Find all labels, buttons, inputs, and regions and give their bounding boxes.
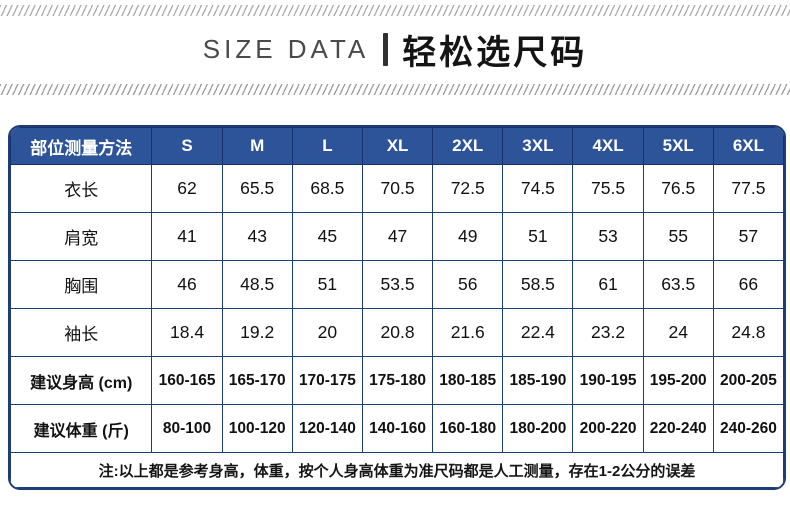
cell-value: 175-180 xyxy=(361,356,434,405)
cell-value: 65.5 xyxy=(221,164,293,213)
page-title: SIZE DATA 轻松选尺码 xyxy=(0,26,790,72)
cell-value: 47 xyxy=(361,212,434,261)
cell-value: 55 xyxy=(642,212,714,261)
cell-value: 49 xyxy=(432,212,504,261)
cell-value: 57 xyxy=(712,212,784,261)
cell-value: 140-160 xyxy=(361,404,434,453)
cell-value: 51 xyxy=(291,260,363,309)
header-cell-size-2xl: 2XL xyxy=(432,127,504,165)
table-note: 注:以上都是参考身高，体重，按个人身高体重为准尺码都是人工测量，存在1-2公分的… xyxy=(10,452,784,488)
cell-value: 66 xyxy=(712,260,784,309)
cell-value: 200-205 xyxy=(712,356,784,405)
cell-value: 24 xyxy=(642,308,714,357)
cell-value: 23.2 xyxy=(572,308,644,357)
header-cell-size-5xl: 5XL xyxy=(642,127,714,165)
cell-value: 68.5 xyxy=(291,164,363,213)
header-cell-size-4xl: 4XL xyxy=(572,127,644,165)
cell-value: 165-170 xyxy=(221,356,293,405)
cell-value: 18.4 xyxy=(151,308,223,357)
row-label: 建议体重 (斤) xyxy=(10,404,153,453)
row-label: 建议身高 (cm) xyxy=(10,356,153,405)
cell-value: 63.5 xyxy=(642,260,714,309)
header-cell-measure-method: 部位测量方法 xyxy=(10,127,153,165)
cell-value: 170-175 xyxy=(291,356,363,405)
cell-value: 200-220 xyxy=(572,404,644,453)
cell-value: 77.5 xyxy=(712,164,784,213)
cell-value: 53.5 xyxy=(361,260,434,309)
row-label: 衣长 xyxy=(10,164,153,213)
cell-value: 24.8 xyxy=(712,308,784,357)
cell-value: 53 xyxy=(572,212,644,261)
size-table-grid: 部位测量方法 S M L XL 2XL 3XL 4XL 5XL 6XL 衣长 6… xyxy=(10,127,784,488)
cell-value: 180-200 xyxy=(502,404,574,453)
cell-value: 100-120 xyxy=(221,404,293,453)
row-label: 肩宽 xyxy=(10,212,153,261)
header-cell-size-s: S xyxy=(151,127,223,165)
table-row-chest: 胸围 46 48.5 51 53.5 56 58.5 61 63.5 66 xyxy=(10,260,784,309)
cell-value: 80-100 xyxy=(151,404,223,453)
cell-value: 74.5 xyxy=(502,164,574,213)
title-english: SIZE DATA xyxy=(202,33,370,64)
table-row-suggested-weight: 建议体重 (斤) 80-100 100-120 120-140 140-160 … xyxy=(10,404,784,453)
header-cell-size-m: M xyxy=(221,127,293,165)
cell-value: 76.5 xyxy=(642,164,714,213)
slash-decoration-below-title xyxy=(0,84,790,95)
row-label: 袖长 xyxy=(10,308,153,357)
cell-value: 20 xyxy=(291,308,363,357)
cell-value: 185-190 xyxy=(502,356,574,405)
cell-value: 56 xyxy=(432,260,504,309)
cell-value: 120-140 xyxy=(291,404,363,453)
title-chinese: 轻松选尺码 xyxy=(402,33,588,72)
slash-decoration-top xyxy=(0,5,790,16)
cell-value: 160-180 xyxy=(432,404,504,453)
cell-value: 21.6 xyxy=(432,308,504,357)
cell-value: 180-185 xyxy=(432,356,504,405)
cell-value: 45 xyxy=(291,212,363,261)
cell-value: 22.4 xyxy=(502,308,574,357)
table-row-shoulder-width: 肩宽 41 43 45 47 49 51 53 55 57 xyxy=(10,212,784,261)
table-row-suggested-height: 建议身高 (cm) 160-165 165-170 170-175 175-18… xyxy=(10,356,784,405)
cell-value: 43 xyxy=(221,212,293,261)
cell-value: 72.5 xyxy=(432,164,504,213)
cell-value: 70.5 xyxy=(361,164,434,213)
cell-value: 195-200 xyxy=(642,356,714,405)
title-divider-bar xyxy=(383,32,389,66)
cell-value: 62 xyxy=(151,164,223,213)
cell-value: 48.5 xyxy=(221,260,293,309)
cell-value: 220-240 xyxy=(642,404,714,453)
header-cell-size-3xl: 3XL xyxy=(502,127,574,165)
cell-value: 46 xyxy=(151,260,223,309)
cell-value: 61 xyxy=(572,260,644,309)
cell-value: 190-195 xyxy=(572,356,644,405)
cell-value: 58.5 xyxy=(502,260,574,309)
cell-value: 41 xyxy=(151,212,223,261)
cell-value: 20.8 xyxy=(361,308,434,357)
cell-value: 160-165 xyxy=(151,356,223,405)
row-label: 胸围 xyxy=(10,260,153,309)
header-cell-size-l: L xyxy=(291,127,363,165)
cell-value: 19.2 xyxy=(221,308,293,357)
cell-value: 51 xyxy=(502,212,574,261)
header-cell-size-6xl: 6XL xyxy=(712,127,784,165)
table-header-row: 部位测量方法 S M L XL 2XL 3XL 4XL 5XL 6XL xyxy=(10,127,784,165)
cell-value: 75.5 xyxy=(572,164,644,213)
cell-value: 240-260 xyxy=(712,404,784,453)
table-row-garment-length: 衣长 62 65.5 68.5 70.5 72.5 74.5 75.5 76.5… xyxy=(10,164,784,213)
table-row-sleeve-length: 袖长 18.4 19.2 20 20.8 21.6 22.4 23.2 24 2… xyxy=(10,308,784,357)
table-note-row: 注:以上都是参考身高，体重，按个人身高体重为准尺码都是人工测量，存在1-2公分的… xyxy=(10,452,784,488)
size-table: 部位测量方法 S M L XL 2XL 3XL 4XL 5XL 6XL 衣长 6… xyxy=(8,125,786,490)
header-cell-size-xl: XL xyxy=(361,127,434,165)
